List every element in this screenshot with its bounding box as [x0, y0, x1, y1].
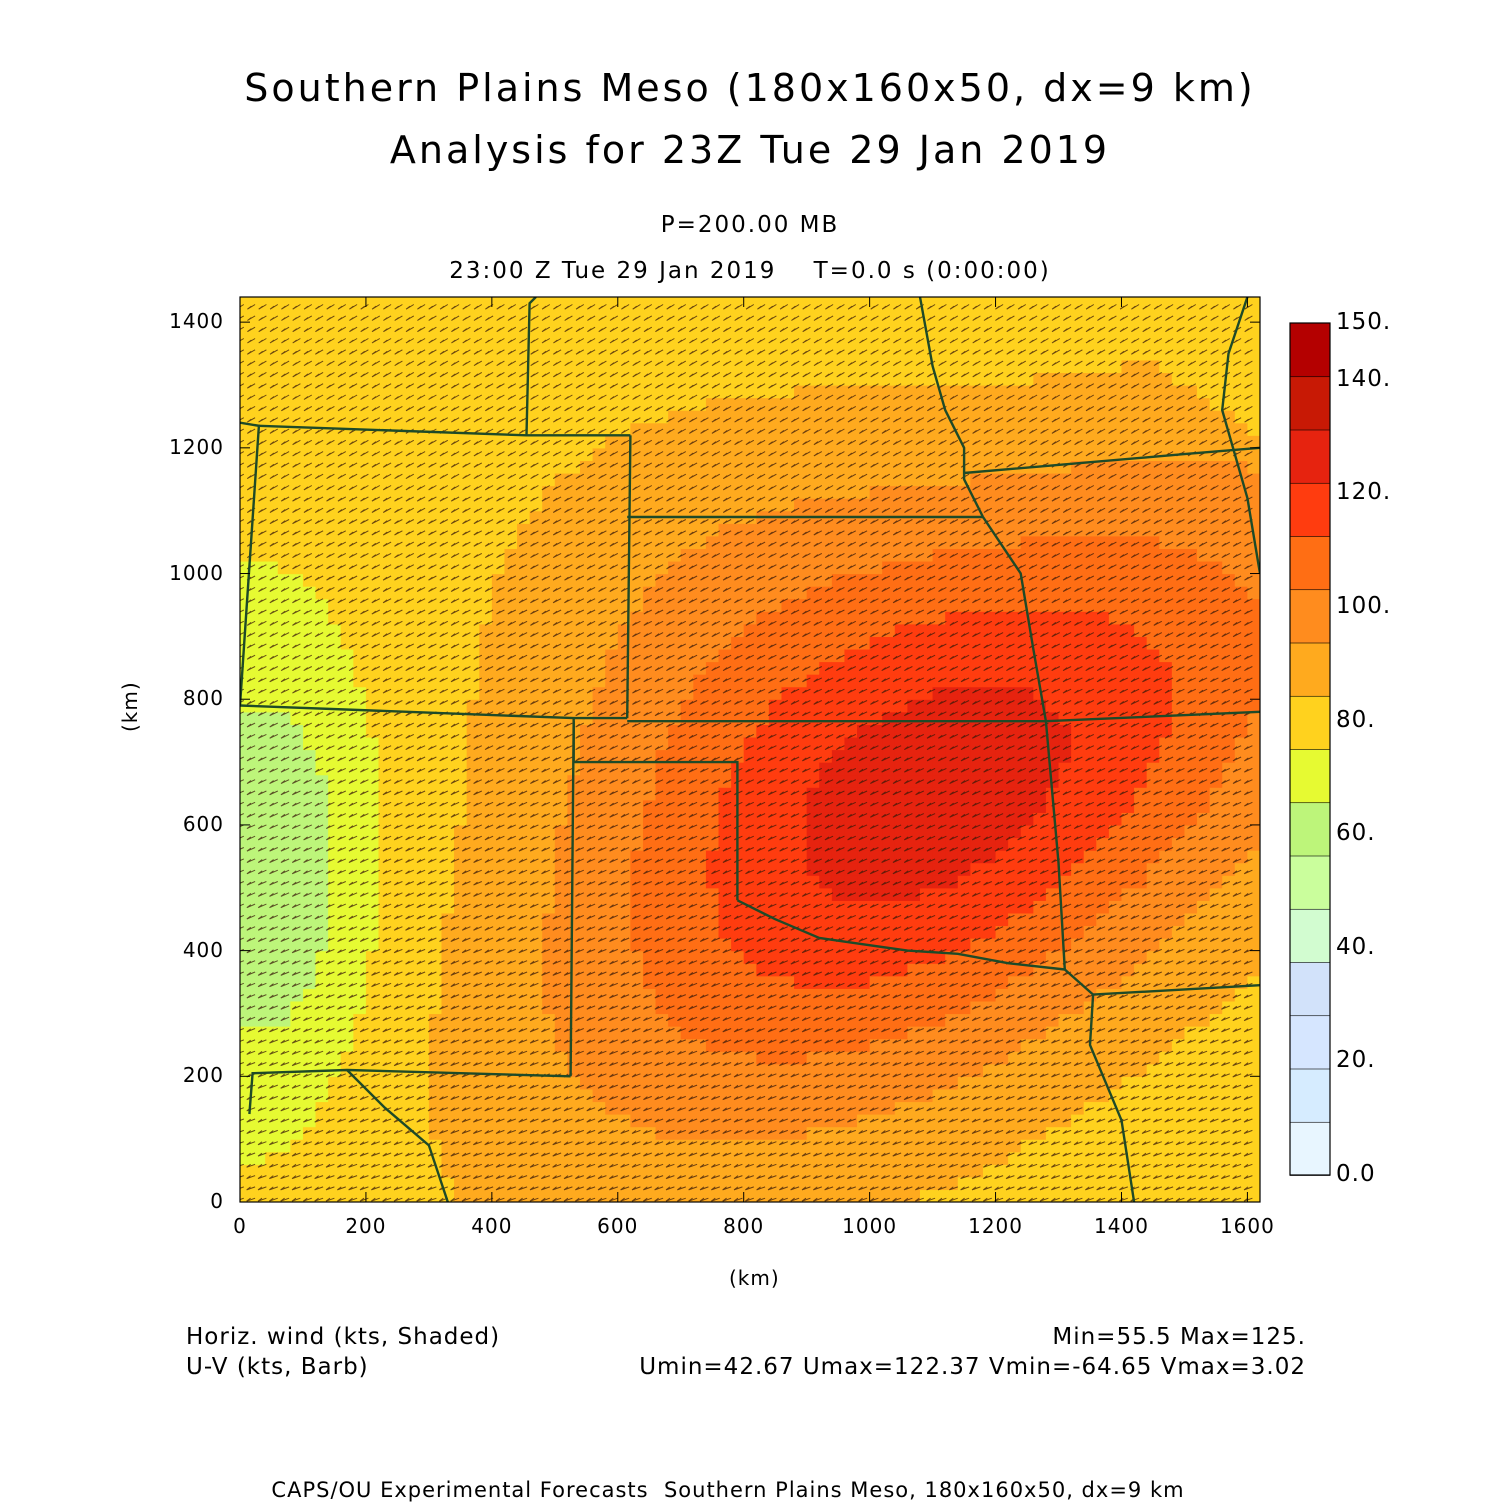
color-bar-swatch — [1290, 1015, 1330, 1069]
color-bar-swatch — [1290, 1069, 1330, 1123]
color-bar-swatch — [1290, 696, 1330, 750]
wind-speed-shading — [240, 297, 1261, 1203]
color-bar-swatch — [1290, 962, 1330, 1016]
x-tick-label: 1000 — [830, 1214, 910, 1238]
color-bar-label: 0.0 — [1336, 1161, 1376, 1187]
color-bar-swatch — [1290, 1122, 1330, 1176]
color-bar-label: 150. — [1336, 309, 1391, 335]
color-bar — [1290, 323, 1330, 1176]
color-bar-label: 20. — [1336, 1047, 1376, 1073]
color-bar-label: 60. — [1336, 820, 1376, 846]
min-max-stats: Min=55.5 Max=125. — [1052, 1324, 1306, 1350]
x-tick-label: 400 — [452, 1214, 532, 1238]
y-tick-label: 800 — [130, 686, 224, 710]
y-tick-label: 400 — [130, 938, 224, 962]
x-tick-label: 1600 — [1207, 1214, 1287, 1238]
y-axis-title: (km) — [118, 681, 142, 732]
x-axis-title: (km) — [729, 1266, 780, 1290]
color-bar-swatch — [1290, 643, 1330, 697]
y-tick-label: 1400 — [130, 309, 224, 333]
color-bar-label: 40. — [1336, 934, 1376, 960]
color-bar-swatch — [1290, 749, 1330, 803]
x-tick-label: 200 — [326, 1214, 406, 1238]
y-tick-label: 0 — [130, 1189, 224, 1213]
x-tick-label: 600 — [578, 1214, 658, 1238]
barb-field-label: U-V (kts, Barb) — [186, 1354, 369, 1380]
y-tick-label: 600 — [130, 812, 224, 836]
color-bar-swatch — [1290, 589, 1330, 643]
color-bar-label: 100. — [1336, 593, 1391, 619]
color-bar-swatch — [1290, 536, 1330, 590]
x-tick-label: 1400 — [1081, 1214, 1161, 1238]
color-bar-swatch — [1290, 909, 1330, 963]
credit-line: CAPS/OU Experimental Forecasts Southern … — [0, 1478, 1456, 1502]
color-bar-label: 140. — [1336, 366, 1391, 392]
x-tick-label: 0 — [200, 1214, 280, 1238]
y-tick-label: 1000 — [130, 561, 224, 585]
color-bar-swatch — [1290, 856, 1330, 910]
uv-stats: Umin=42.67 Umax=122.37 Vmin=-64.65 Vmax=… — [639, 1354, 1306, 1380]
color-bar-swatch — [1290, 323, 1330, 377]
color-bar-swatch — [1290, 376, 1330, 430]
y-tick-label: 1200 — [130, 435, 224, 459]
x-tick-label: 800 — [704, 1214, 784, 1238]
color-bar-label: 80. — [1336, 707, 1376, 733]
color-bar-swatch — [1290, 430, 1330, 484]
color-bar-swatch — [1290, 802, 1330, 856]
color-bar-swatch — [1290, 483, 1330, 537]
x-tick-label: 1200 — [956, 1214, 1036, 1238]
color-bar-label: 120. — [1336, 479, 1391, 505]
shaded-field-label: Horiz. wind (kts, Shaded) — [186, 1324, 500, 1350]
y-tick-label: 200 — [130, 1063, 224, 1087]
